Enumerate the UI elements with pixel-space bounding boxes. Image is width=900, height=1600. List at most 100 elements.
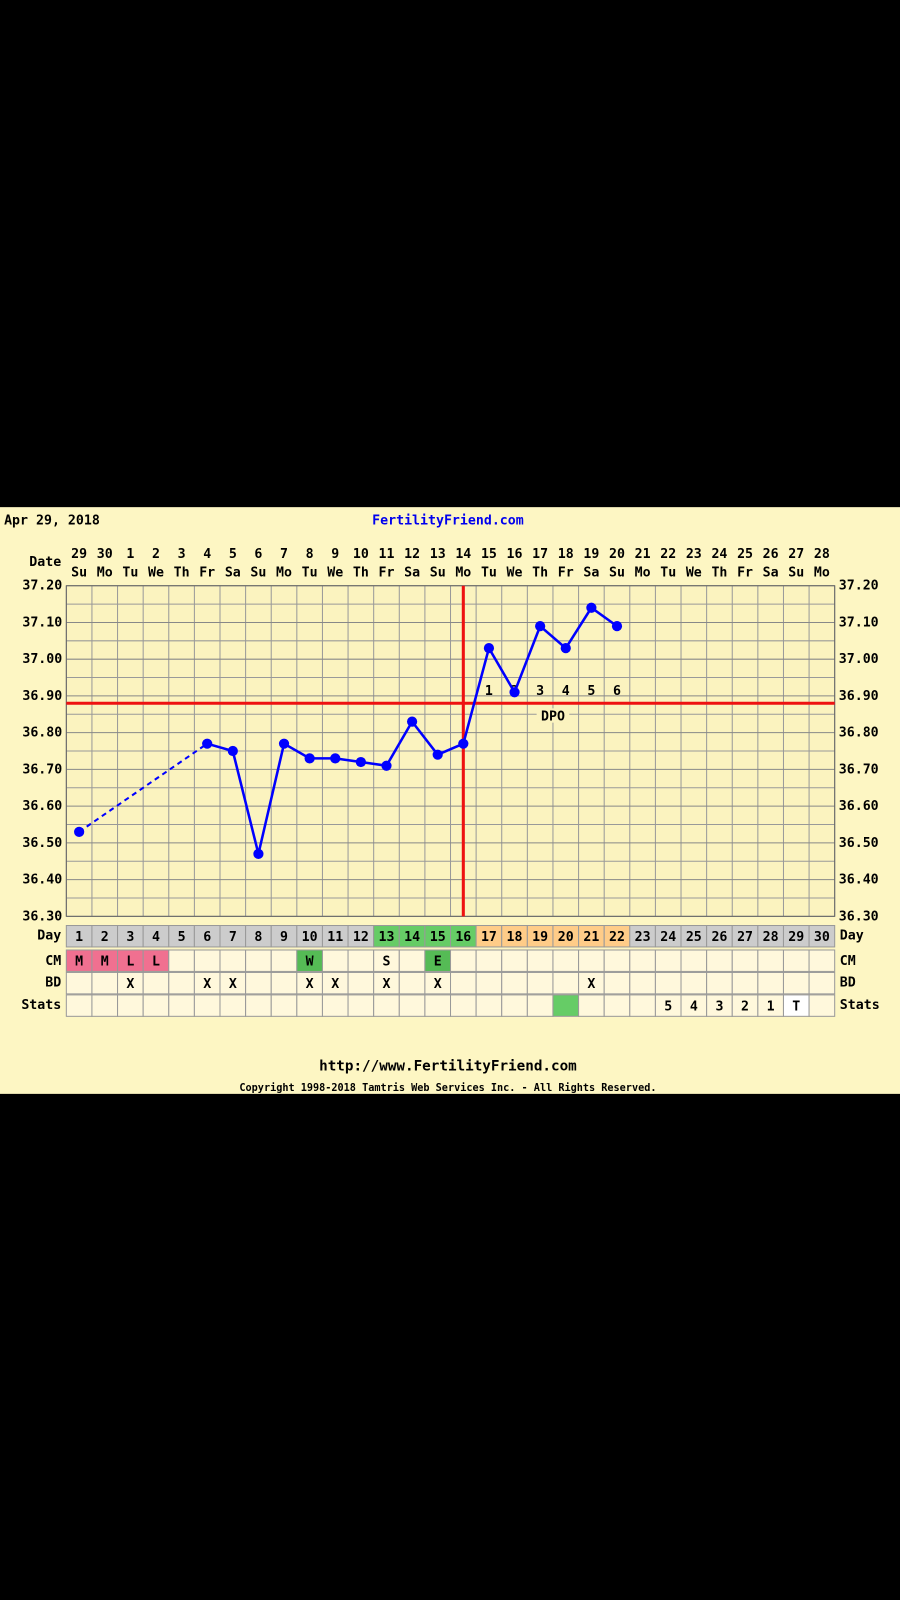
y-tick-label: 36.80 [22,726,62,741]
bd-cell [782,971,810,995]
weekday-label: Fr [378,565,394,580]
day-value: 7 [229,930,237,945]
y-tick-label: 36.30 [22,909,62,924]
stats-cell [629,994,656,1017]
weekday-label: Mo [814,565,830,580]
copyright: Copyright 1998-2018 Tamtris Web Services… [239,1082,656,1094]
cm-cell [245,949,272,972]
temp-point [432,749,443,760]
day-value: 16 [455,930,471,945]
weekday-label: Th [711,565,727,580]
day-value: 4 [152,930,160,945]
temp-point [509,687,520,698]
day-value: 20 [558,930,574,945]
weekday-label: Sa [583,565,599,580]
weekday-label: Tu [481,565,497,580]
date-label: 4 [203,547,211,562]
stats-cell [603,994,631,1017]
y-tick-label: 36.40 [22,873,62,888]
weekday-label: Su [609,565,625,580]
cm-value: M [101,955,109,970]
temp-point [202,738,213,749]
stats-cell [808,994,836,1017]
dpo-label: DPO [541,710,565,725]
day-value: 15 [430,930,446,945]
dpo-number: 3 [536,684,544,699]
y-tick-label: 37.00 [22,652,62,667]
cm-cell [270,949,298,972]
cm-cell [782,949,810,972]
date-label: 30 [97,547,113,562]
weekday-label: Su [71,565,87,580]
bd-cell [706,971,733,995]
day-value: 5 [178,930,186,945]
bd-cell [398,971,426,995]
weekday-label: Sa [225,565,241,580]
cm-cell [168,949,195,972]
row-label: CM [45,954,61,969]
weekday-label: Mo [455,565,471,580]
day-value: 10 [302,930,318,945]
bd-cell [757,971,784,995]
temp-point [406,716,418,727]
y-tick-label-right: 36.90 [839,689,879,704]
weekday-label: Sa [404,565,420,580]
temp-point [278,738,290,749]
cm-cell [603,949,631,972]
cm-cell [193,949,221,972]
gap-connector [78,742,208,833]
weekday-label: Su [430,565,446,580]
y-tick-label-right: 37.20 [839,579,879,594]
date-label: 3 [178,547,186,562]
bd-cell [731,971,759,995]
date-label: 23 [686,547,702,562]
weekday-label: Mo [635,565,651,580]
day-value: 17 [481,930,497,945]
temp-point [227,745,238,757]
date-label: 12 [404,547,420,562]
day-cell [808,925,836,948]
temp-point [535,621,546,632]
y-tick-label-right: 36.80 [839,726,879,741]
day-value: 30 [814,930,830,945]
y-tick-label: 37.20 [22,579,62,594]
day-value: 21 [583,930,599,945]
date-label: 5 [229,547,237,562]
date-label: 25 [737,547,753,562]
row-label: BD [45,976,61,991]
bd-value: X [587,977,595,992]
stats-value: 1 [767,1000,775,1015]
stats-cell [245,994,272,1017]
date-label: 24 [711,547,727,562]
bd-cell [270,971,298,995]
temp-point [586,602,597,613]
date-label: 21 [635,547,651,562]
y-tick-label-right: 36.30 [839,909,879,924]
stats-cell [117,994,144,1017]
bd-value: X [331,977,339,992]
day-value: 23 [635,930,651,945]
stats-cell [373,994,400,1017]
stats-cell [168,994,195,1017]
weekday-label: We [148,565,164,580]
cm-value: L [126,955,134,970]
weekday-label: Tu [302,565,318,580]
bd-cell [142,971,170,995]
weekday-label: Fr [199,565,215,580]
cm-cell [552,949,580,972]
stats-cell [142,994,170,1017]
stats-cell [424,994,452,1017]
day-value: 6 [203,930,211,945]
stats-value: 4 [690,1000,698,1015]
day-value: 29 [788,930,804,945]
cm-cell [321,949,349,972]
stats-value: 3 [715,1000,723,1015]
bd-cell [168,971,195,995]
day-value: 22 [609,930,625,945]
date-label: 15 [481,547,497,562]
bd-cell [680,971,708,995]
dpo-number: 5 [587,684,595,699]
cm-cell [808,949,836,972]
stats-cell [475,994,503,1017]
